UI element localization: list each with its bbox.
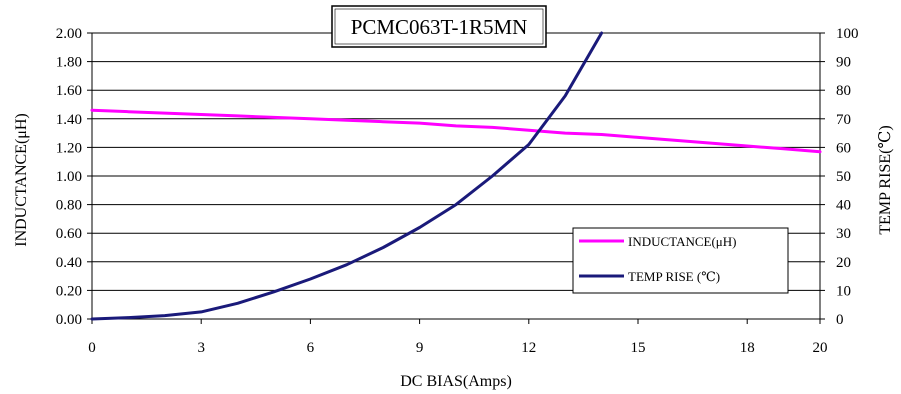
x-tick-label: 12 — [521, 340, 536, 356]
legend-label-inductance: INDUCTANCE(μH) — [628, 234, 736, 249]
x-axis-label: DC BIAS(Amps) — [400, 373, 512, 390]
y2-tick-label: 40 — [836, 198, 851, 214]
x-tick-label: 6 — [307, 340, 315, 356]
left-y-axis-label: INDUCTANCE(μH) — [13, 113, 30, 247]
y-tick-label: 1.00 — [56, 169, 82, 185]
y2-tick-label: 100 — [836, 26, 859, 42]
y2-tick-label: 0 — [836, 312, 844, 328]
legend: INDUCTANCE(μH) TEMP RISE (℃) — [572, 227, 789, 294]
y2-tick-label: 60 — [836, 140, 851, 156]
y2-tick-label: 20 — [836, 255, 851, 271]
right-y-axis-label: TEMP RISE(℃) — [877, 125, 894, 234]
y-tick-label: 1.80 — [56, 55, 82, 71]
series-line-inductance — [90, 108, 822, 154]
y2-tick-label: 70 — [836, 112, 851, 128]
series-line-temp-rise — [90, 31, 604, 321]
y-tick-label: 1.40 — [56, 112, 82, 128]
y-tick-label: 0.20 — [56, 283, 82, 299]
y2-tick-label: 90 — [836, 55, 851, 71]
chart-title: PCMC063T-1R5MN — [351, 15, 528, 39]
x-tick-label: 0 — [88, 340, 96, 356]
y-tick-label: 0.40 — [56, 255, 82, 271]
right-y-axis-ticks: 0 10 20 30 40 50 60 70 80 90 100 — [820, 26, 859, 328]
x-tick-label: 20 — [813, 340, 828, 356]
x-tick-label: 18 — [740, 340, 755, 356]
legend-label-temp-rise: TEMP RISE (℃) — [628, 269, 720, 284]
y-tick-label: 2.00 — [56, 26, 82, 42]
y-tick-label: 1.20 — [56, 140, 82, 156]
y2-tick-label: 30 — [836, 226, 851, 242]
series-lines — [90, 31, 822, 321]
y-tick-label: 1.60 — [56, 83, 82, 99]
y2-tick-label: 80 — [836, 83, 851, 99]
chart-title-box: PCMC063T-1R5MN — [331, 5, 547, 48]
x-tick-label: 9 — [416, 340, 424, 356]
y-tick-label: 0.80 — [56, 198, 82, 214]
x-axis-ticks: 0 3 6 9 12 15 18 20 — [88, 319, 828, 356]
y-tick-label: 0.00 — [56, 312, 82, 328]
y2-tick-label: 50 — [836, 169, 851, 185]
left-y-axis-ticks: 0.00 0.20 0.40 0.60 0.80 1.00 1.20 1.40 1.60 1.80… — [56, 26, 92, 328]
x-tick-label: 15 — [631, 340, 646, 356]
x-tick-label: 3 — [197, 340, 205, 356]
y2-tick-label: 10 — [836, 283, 851, 299]
y-tick-label: 0.60 — [56, 226, 82, 242]
